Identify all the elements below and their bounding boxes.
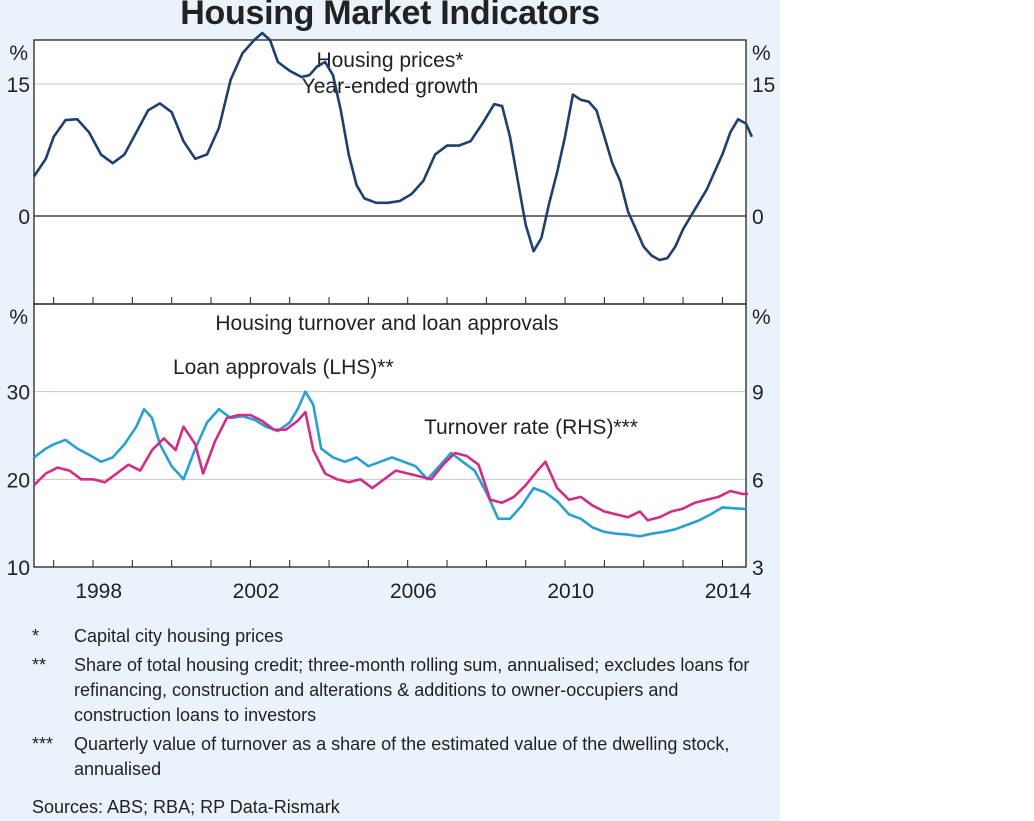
footnote-text: Capital city housing prices xyxy=(74,626,284,646)
panel-title: Housing prices* xyxy=(316,49,463,72)
y-tick-label-right: 15 xyxy=(752,74,775,97)
footnote-mark: * xyxy=(32,626,40,646)
y-tick-label-left: 30 xyxy=(7,382,30,405)
footnote-2: ** Share of total housing credit; three-… xyxy=(32,653,772,728)
y-unit-left: % xyxy=(9,42,28,65)
x-tick-label: 1998 xyxy=(75,580,122,603)
y-unit-left: % xyxy=(9,306,28,329)
housing-prices-line xyxy=(32,31,754,262)
footnote-mark: *** xyxy=(32,734,54,754)
x-tick-label: 2006 xyxy=(390,580,437,603)
footnote-text: Share of total housing credit; three-mon… xyxy=(74,655,750,725)
y-tick-label-left: 20 xyxy=(7,469,30,492)
footnote-3: *** Quarterly value of turnover as a sha… xyxy=(32,732,772,782)
y-tick-label-right: 3 xyxy=(752,557,764,580)
x-tick-label: 2010 xyxy=(547,580,594,603)
loan-approvals-line xyxy=(33,390,747,538)
y-tick-label-right: 6 xyxy=(752,469,764,492)
chart-figure: Housing Market Indicators 0 0 15 15%% Housin… xyxy=(0,0,780,821)
x-tick-label: 2014 xyxy=(705,580,752,603)
y-tick-label-left: 15 xyxy=(7,74,30,97)
chart-canvas: 0 0 15 15% % Housing prices* Year-ended growth… xyxy=(7,31,775,603)
series-label-loan-approvals: Loan approvals (LHS)** xyxy=(173,356,394,379)
chart-title: Housing Market Indicators xyxy=(180,0,600,32)
footnotes: * Capital city housing prices ** Share o… xyxy=(32,624,772,786)
footnote-1: * Capital city housing prices xyxy=(32,624,772,649)
turnover-rate-line xyxy=(33,410,748,522)
panel-title: Housing turnover and loan approvals xyxy=(215,312,558,335)
series-label-turnover-rate: Turnover rate (RHS)*** xyxy=(424,416,638,439)
footnote-text: Quarterly value of turnover as a share o… xyxy=(74,734,730,779)
y-tick-label-left: 10 xyxy=(7,557,30,580)
y-tick-label-left: 0 xyxy=(18,206,30,229)
y-tick-label-right: 9 xyxy=(752,382,764,405)
x-tick-label: 2002 xyxy=(233,580,280,603)
y-unit-right: % xyxy=(752,42,771,65)
sources: Sources: ABS; RBA; RP Data-Rismark xyxy=(32,797,340,817)
footnote-mark: ** xyxy=(32,655,47,675)
panel-subtitle: Year-ended growth xyxy=(302,75,479,98)
y-unit-right: % xyxy=(752,306,771,329)
y-tick-label-right: 0 xyxy=(752,206,764,229)
panel-border-bottom xyxy=(33,303,747,568)
